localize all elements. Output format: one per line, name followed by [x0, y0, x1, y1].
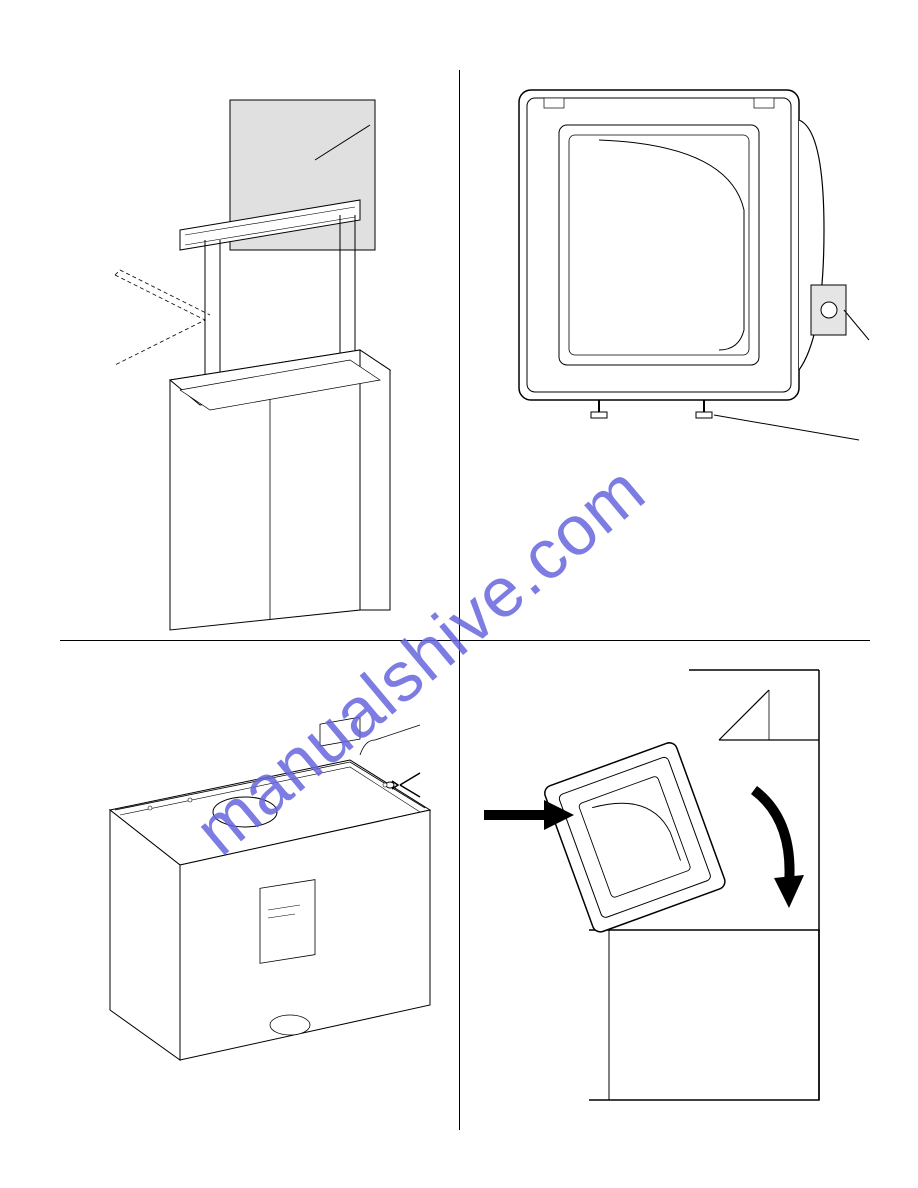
rotate-arrow-icon — [754, 790, 804, 908]
bracket-diagram — [60, 70, 459, 640]
panel-top-right — [459, 70, 870, 640]
panel-bottom-left — [60, 640, 459, 1130]
appliance-rear-diagram — [459, 70, 870, 640]
cabinet-cut-diagram — [60, 640, 459, 1130]
tilt-insert-diagram — [459, 640, 870, 1130]
panel-bottom-right — [459, 640, 870, 1130]
panel-top-left — [60, 70, 459, 640]
